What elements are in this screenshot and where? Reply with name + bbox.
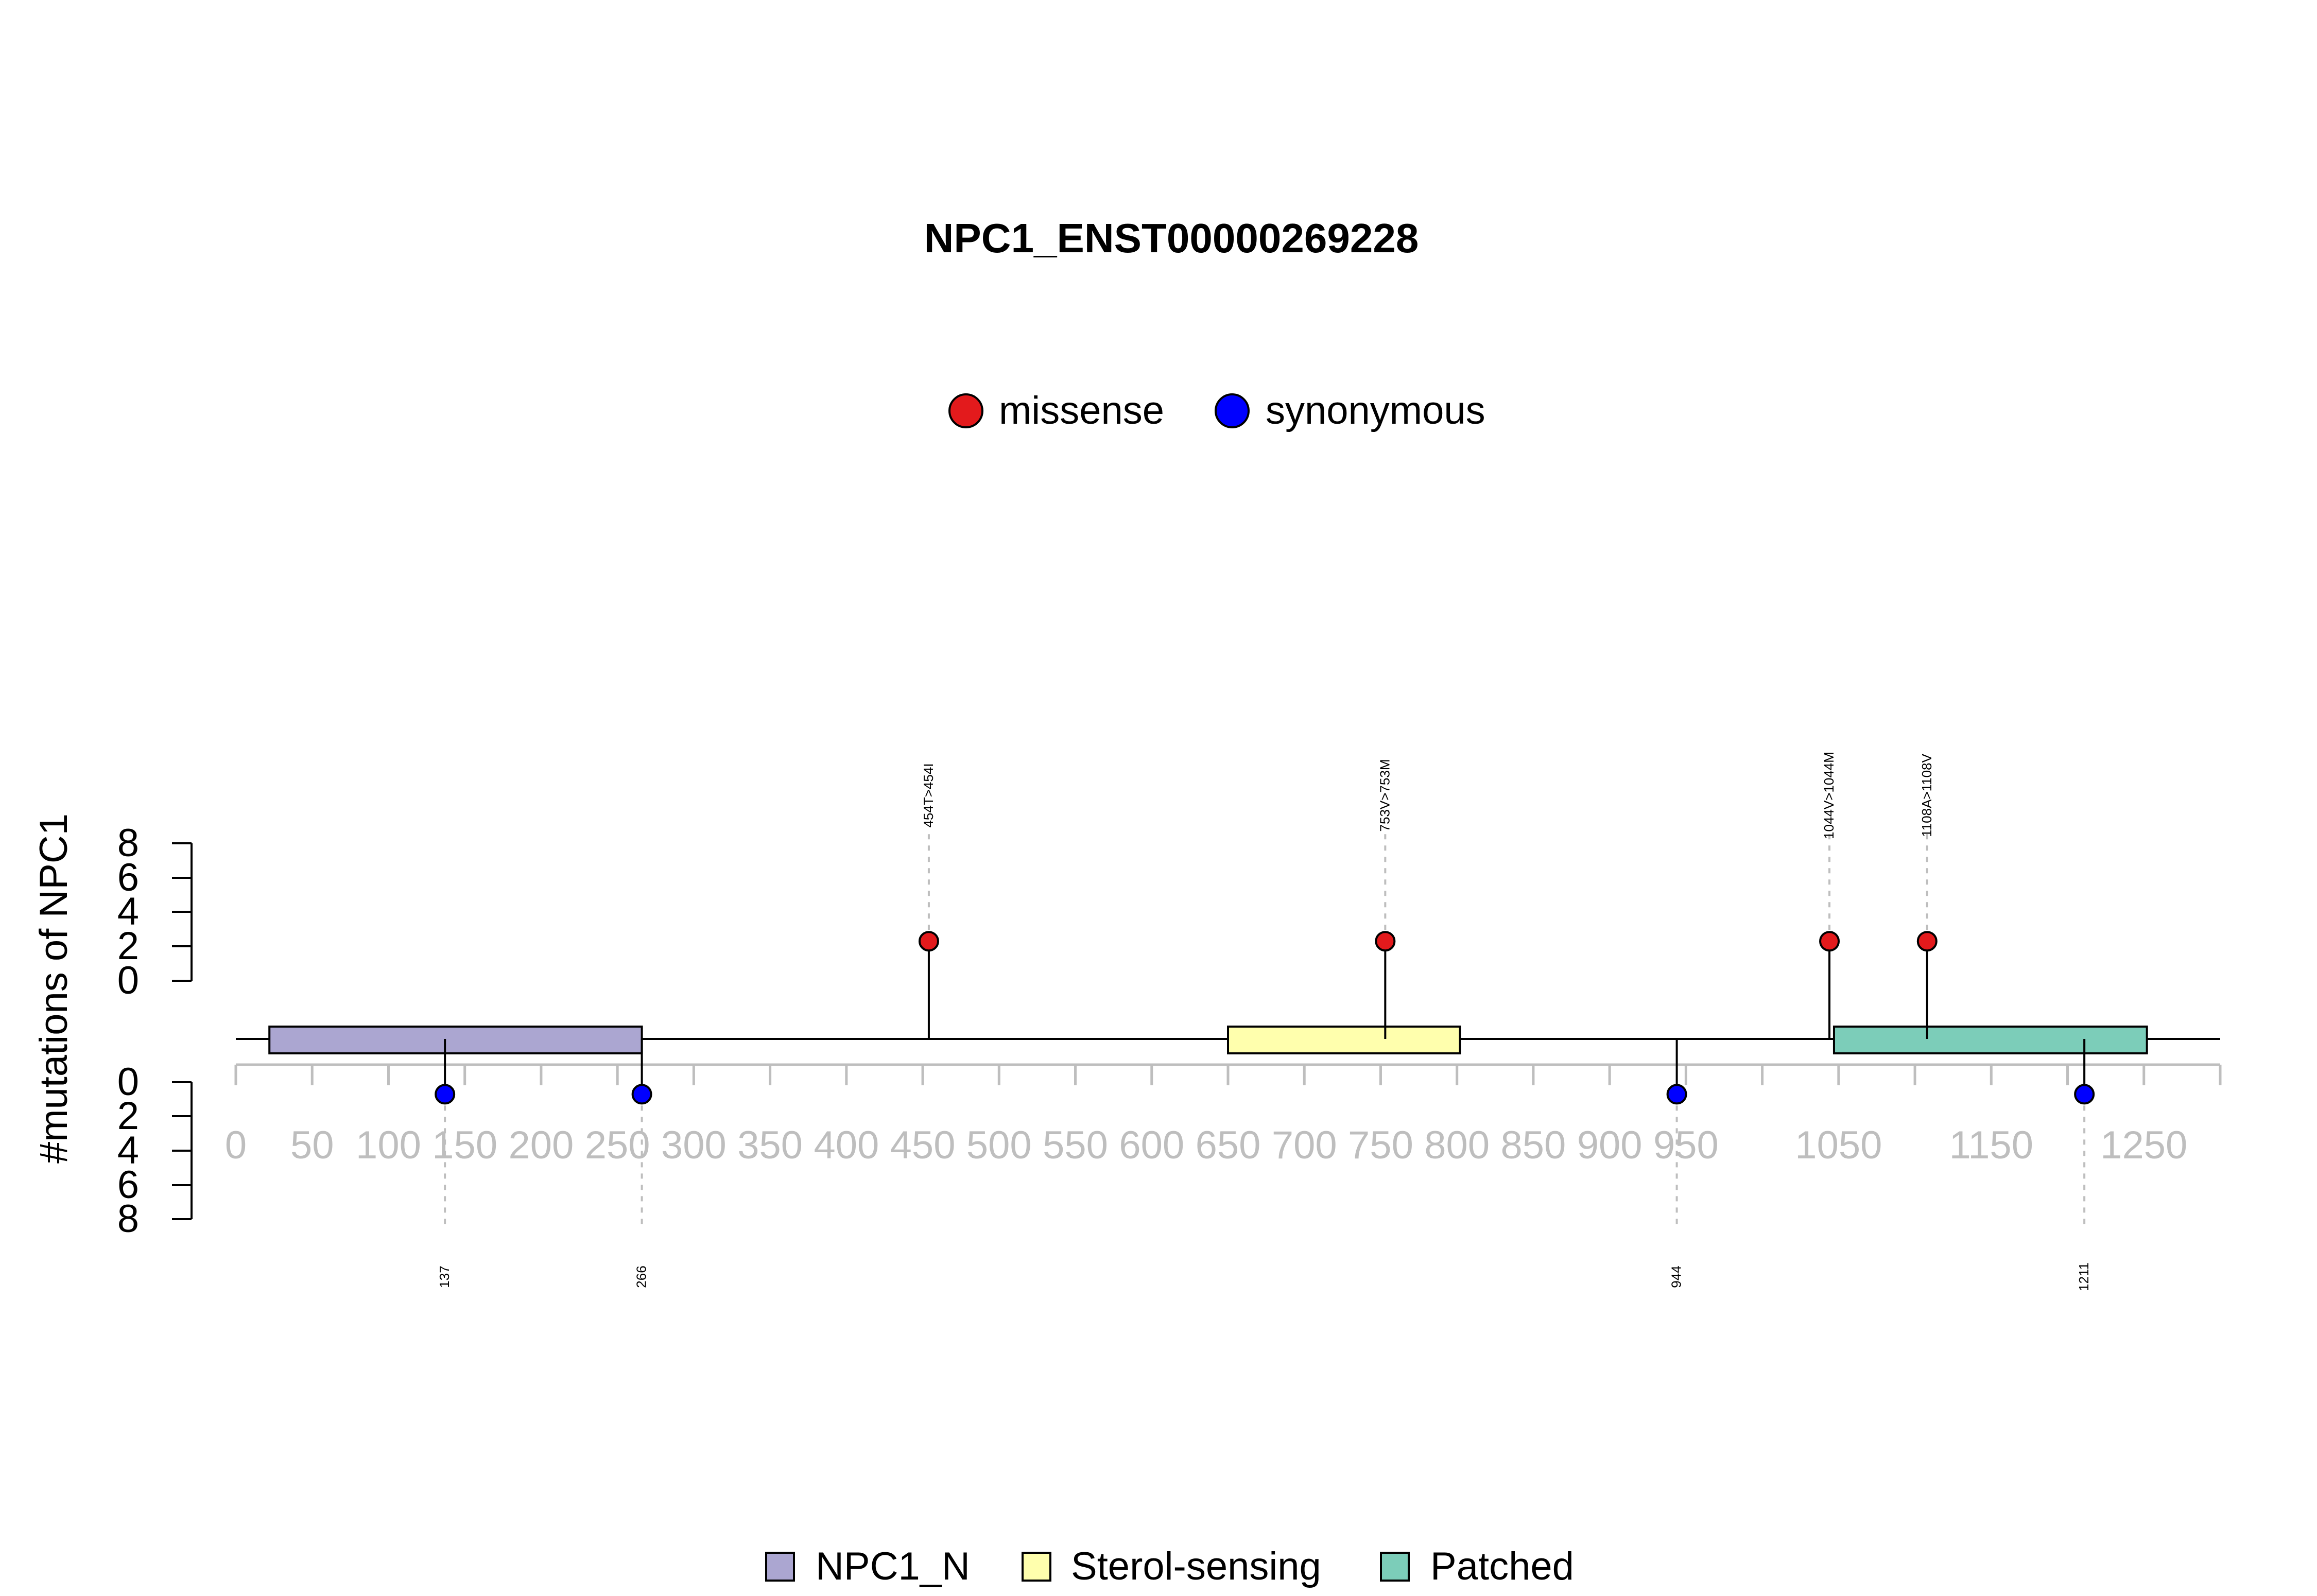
chart-title: NPC1_ENST00000269228	[924, 215, 1419, 261]
x-tick-label: 1050	[1795, 1123, 1882, 1167]
x-tick-label: 750	[1348, 1123, 1413, 1167]
mutation-point-synonymous	[1666, 1084, 1687, 1105]
legend-label-sterol-sensing: Sterol-sensing	[1071, 1545, 1321, 1588]
x-tick-label: 100	[356, 1123, 421, 1167]
mutation-label: 137	[437, 1265, 452, 1288]
domain-npc1-n	[268, 1026, 643, 1054]
x-tick-label: 600	[1119, 1123, 1184, 1167]
mutation-point-missense	[1375, 931, 1396, 952]
mutation-track: 454T>454I 753V>753M 1044V>1044M 1108A>1108V…	[435, 752, 2095, 1291]
y-tick-label-upper: 0	[117, 959, 139, 1002]
x-tick-label: 1150	[1949, 1123, 2033, 1167]
x-tick-label: 550	[1043, 1123, 1108, 1167]
y-tick-label-upper: 2	[117, 924, 139, 968]
domain-track	[268, 1026, 2148, 1054]
y-tick-label-upper: 4	[117, 890, 139, 933]
y-tick-label-lower: 2	[117, 1094, 139, 1138]
x-tick-label: 650	[1196, 1123, 1261, 1167]
y-tick-label-upper: 8	[117, 821, 139, 865]
mutation-label: 1211	[2076, 1262, 2091, 1291]
mutation-point-missense	[1916, 931, 1938, 952]
y-axis-upper: 0 2 4 6 8	[117, 821, 193, 1002]
x-tick-label: 850	[1501, 1123, 1566, 1167]
legend-swatch-npc1-n	[765, 1552, 795, 1582]
mutation-point-synonymous	[631, 1084, 652, 1105]
mutation-point-synonymous	[2074, 1084, 2095, 1105]
mutation-point-synonymous	[435, 1084, 456, 1105]
legend-label-patched: Patched	[1430, 1545, 1574, 1588]
domain-patched	[1832, 1026, 2148, 1054]
y-tick-label-lower: 8	[117, 1197, 139, 1241]
x-tick-label: 200	[509, 1123, 574, 1167]
x-tick-label: 500	[966, 1123, 1032, 1167]
mutation-point-missense	[918, 931, 939, 952]
mutation-label: 944	[1669, 1265, 1684, 1288]
x-axis: 0 50 100 150 200 250 300 350 400 450 500 550 600 650 7…	[225, 1063, 2222, 1167]
mutation-point-missense	[1819, 931, 1840, 952]
mutation-label: 1044V>1044M	[1821, 752, 1837, 839]
y-tick-label-lower: 4	[117, 1129, 139, 1172]
domain-legend: NPC1_N Sterol-sensing Patched	[765, 1545, 1574, 1588]
mutation-label: 454T>454I	[921, 763, 936, 827]
legend-swatch-patched	[1380, 1552, 1410, 1582]
mutation-label: 1108A>1108V	[1919, 753, 1934, 837]
legend-label-missense: missense	[999, 389, 1164, 432]
x-tick-label: 300	[661, 1123, 727, 1167]
x-tick-label: 0	[225, 1123, 247, 1167]
x-tick-label: 800	[1424, 1123, 1490, 1167]
x-tick-label: 950	[1653, 1123, 1719, 1167]
x-tick-label: 1250	[2100, 1123, 2187, 1167]
y-axis-label: #mutations of NPC1	[32, 813, 76, 1164]
domain-sterol-sensing	[1227, 1026, 1461, 1054]
legend-marker-synonymous	[1215, 393, 1250, 428]
x-tick-label: 150	[432, 1123, 497, 1167]
mutation-label: 266	[634, 1265, 649, 1288]
x-tick-label: 900	[1577, 1123, 1642, 1167]
x-tick-label: 400	[814, 1123, 879, 1167]
x-tick-label: 450	[890, 1123, 956, 1167]
mutation-legend: missense synonymous	[948, 389, 1485, 432]
y-tick-label-lower: 6	[117, 1163, 139, 1207]
legend-label-synonymous: synonymous	[1266, 389, 1485, 432]
legend-label-npc1-n: NPC1_N	[816, 1545, 970, 1588]
x-tick-label: 250	[585, 1123, 650, 1167]
y-tick-label-lower: 0	[117, 1060, 139, 1104]
y-axis-lower: 0 2 4 6 8	[117, 1060, 193, 1241]
x-tick-label: 700	[1272, 1123, 1337, 1167]
mutation-label: 753V>753M	[1377, 759, 1392, 832]
x-tick-label: 350	[737, 1123, 803, 1167]
y-tick-label-upper: 6	[117, 856, 139, 899]
legend-marker-missense	[948, 393, 983, 428]
x-tick-label: 50	[290, 1123, 334, 1167]
legend-swatch-sterol-sensing	[1022, 1552, 1051, 1582]
